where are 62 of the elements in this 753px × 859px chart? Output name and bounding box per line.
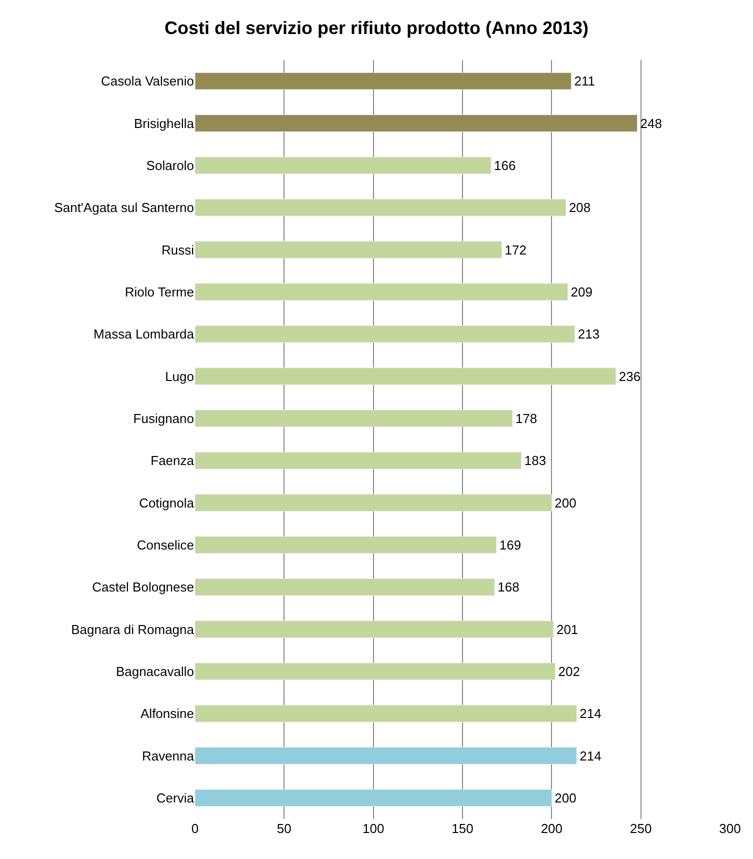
y-tick-label: Faenza [150, 453, 195, 468]
bar [195, 704, 577, 722]
data-label: 168 [498, 580, 520, 595]
bar [195, 198, 566, 216]
bar [195, 410, 513, 428]
data-label: 178 [515, 410, 538, 426]
y-tick-label: Solarolo [146, 158, 194, 173]
y-tick-label: Brisighella [134, 116, 195, 131]
x-tick-label: 200 [540, 821, 563, 836]
data-label: 200 [554, 495, 576, 510]
bar [195, 620, 554, 638]
chart-title: Costi del servizio per rifiuto prodotto (Anno 2013) [164, 18, 589, 38]
x-tick-label: 0 [191, 821, 199, 836]
data-label: 236 [618, 368, 641, 384]
y-tick-label: Bagnacavallo [116, 664, 194, 679]
data-label: 169 [499, 537, 522, 552]
data-label: 214 [580, 706, 602, 722]
bar [195, 283, 568, 301]
data-label: 172 [504, 242, 526, 258]
data-label: 211 [574, 74, 596, 89]
y-tick-label: Bagnara di Romagna [71, 622, 195, 637]
y-tick-label: Casola Valsenio [101, 74, 194, 89]
data-label: 200 [554, 790, 576, 806]
y-tick-label: Castel Bolognese [92, 580, 194, 595]
bar [195, 578, 495, 596]
y-tick-label: Russi [161, 242, 194, 258]
bar [195, 662, 556, 680]
bar [195, 789, 552, 807]
bar [195, 536, 497, 554]
data-label: 208 [568, 200, 591, 216]
y-tick-label: Fusignano [133, 410, 194, 426]
data-label: 213 [578, 326, 600, 342]
bar [195, 747, 577, 764]
bar [195, 452, 522, 470]
y-tick-label: Riolo Terme [124, 284, 194, 300]
y-tick-label: Cotignola [139, 495, 195, 510]
y-tick-label: Massa Lombarda [94, 326, 195, 342]
x-tick-label: 300 [719, 821, 741, 836]
data-label: 248 [640, 116, 662, 131]
data-label: 183 [524, 453, 546, 468]
bar [195, 156, 492, 174]
bar [195, 494, 552, 512]
x-tick-label: 50 [276, 821, 292, 836]
y-tick-label: Conselice [136, 537, 194, 552]
y-tick-label: Alfonsine [140, 706, 194, 722]
x-tick-label: 250 [630, 821, 652, 836]
bar [195, 241, 502, 258]
data-label: 166 [494, 158, 516, 173]
y-tick-label: Ravenna [142, 748, 195, 764]
bar [195, 72, 572, 90]
data-label: 201 [556, 622, 578, 637]
bar [195, 114, 638, 132]
data-label: 209 [570, 284, 592, 300]
data-label: 202 [558, 664, 580, 679]
x-tick-label: 100 [362, 821, 384, 836]
bar [195, 325, 576, 343]
bar [195, 368, 616, 385]
y-tick-label: Sant'Agata sul Santerno [54, 200, 194, 216]
data-label: 214 [580, 748, 602, 764]
y-tick-label: Lugo [165, 368, 194, 384]
y-tick-label: Cervia [156, 790, 195, 806]
x-tick-label: 150 [452, 821, 474, 836]
